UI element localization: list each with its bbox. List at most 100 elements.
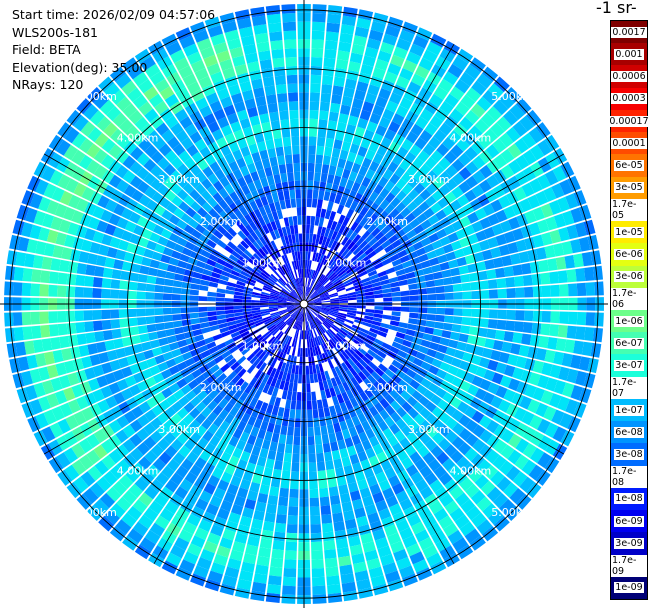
range-bin — [395, 519, 410, 532]
range-bin — [354, 442, 365, 454]
range-bin — [356, 515, 369, 527]
range-bin — [354, 316, 365, 322]
range-bin — [391, 341, 402, 350]
range-bin — [406, 51, 421, 65]
range-bin — [396, 38, 412, 51]
range-bin — [424, 472, 438, 486]
range-bin — [505, 465, 521, 481]
range-bin — [220, 471, 233, 484]
range-bin — [305, 321, 308, 331]
range-bin — [368, 141, 380, 153]
range-bin — [451, 186, 464, 199]
range-bin — [255, 264, 264, 272]
range-bin — [223, 195, 234, 206]
range-bin — [282, 274, 289, 283]
range-bin — [296, 198, 302, 208]
range-bin — [349, 544, 363, 556]
range-bin — [329, 192, 337, 203]
colorbar-cell: 3e-07 — [611, 354, 647, 377]
range-bin — [341, 391, 350, 402]
range-bin — [312, 302, 322, 304]
range-bin — [474, 207, 487, 220]
range-bin — [180, 213, 192, 224]
range-bin — [479, 378, 492, 391]
range-bin — [456, 48, 474, 64]
range-bin — [364, 287, 374, 293]
range-bin — [365, 295, 375, 299]
range-bin — [315, 327, 321, 336]
range-bin — [397, 326, 407, 334]
range-bin — [79, 454, 94, 470]
range-bin — [213, 393, 224, 405]
range-bin — [295, 233, 299, 243]
range-bin — [199, 218, 210, 229]
range-bin — [127, 64, 144, 80]
range-bin — [253, 286, 263, 292]
range-bin — [391, 311, 401, 317]
range-bin — [438, 438, 451, 451]
range-bin — [325, 317, 335, 324]
range-bin — [64, 127, 80, 144]
range-bin — [137, 180, 150, 194]
range-bin — [500, 164, 515, 179]
range-bin — [174, 108, 189, 122]
range-bin — [444, 308, 454, 316]
range-bin — [270, 120, 281, 131]
range-bin — [424, 493, 439, 507]
range-bin — [251, 123, 263, 135]
range-bin — [224, 183, 235, 195]
range-bin — [357, 252, 367, 261]
range-bin — [234, 312, 244, 317]
range-bin — [202, 268, 213, 277]
range-bin — [306, 312, 310, 321]
range-bin — [413, 373, 425, 384]
range-bin — [357, 9, 374, 21]
range-bin — [292, 453, 300, 463]
range-bin — [321, 307, 331, 311]
range-bin — [512, 264, 523, 276]
range-bin — [371, 281, 382, 288]
range-bin — [354, 126, 366, 138]
range-bin — [401, 183, 413, 195]
range-bin — [280, 291, 289, 297]
range-bin — [452, 56, 469, 71]
range-bin — [312, 409, 319, 419]
range-bin — [395, 178, 407, 190]
range-bin — [239, 431, 250, 443]
range-bin — [210, 71, 224, 84]
range-bin — [94, 266, 105, 277]
range-bin — [260, 308, 270, 312]
range-bin — [290, 118, 299, 129]
range-bin — [540, 390, 554, 405]
range-bin — [412, 35, 429, 49]
range-bin — [453, 292, 463, 300]
range-bin — [195, 339, 207, 348]
range-bin — [257, 381, 266, 392]
range-bin — [129, 233, 141, 245]
range-bin — [316, 452, 325, 463]
range-bin — [477, 459, 492, 474]
range-bin — [488, 309, 499, 319]
range-bin — [322, 333, 329, 342]
range-bin — [372, 491, 385, 504]
range-bin — [136, 308, 146, 317]
range-bin — [279, 323, 287, 331]
range-bin — [368, 566, 384, 579]
range-bin — [280, 119, 290, 129]
range-bin — [390, 540, 405, 554]
range-bin — [326, 378, 334, 389]
range-bin — [316, 399, 323, 409]
range-bin — [342, 338, 351, 347]
range-bin — [361, 243, 371, 253]
range-bin — [544, 456, 560, 474]
range-bin — [306, 339, 310, 348]
range-bin — [340, 340, 349, 349]
range-bin — [293, 162, 301, 173]
range-bin — [152, 458, 166, 472]
range-bin — [473, 251, 485, 263]
colorbar-cell: 1e-07 — [611, 398, 647, 422]
range-bin — [495, 362, 507, 375]
range-bin — [338, 41, 352, 53]
range-bin — [445, 417, 458, 430]
range-bin — [423, 243, 435, 253]
